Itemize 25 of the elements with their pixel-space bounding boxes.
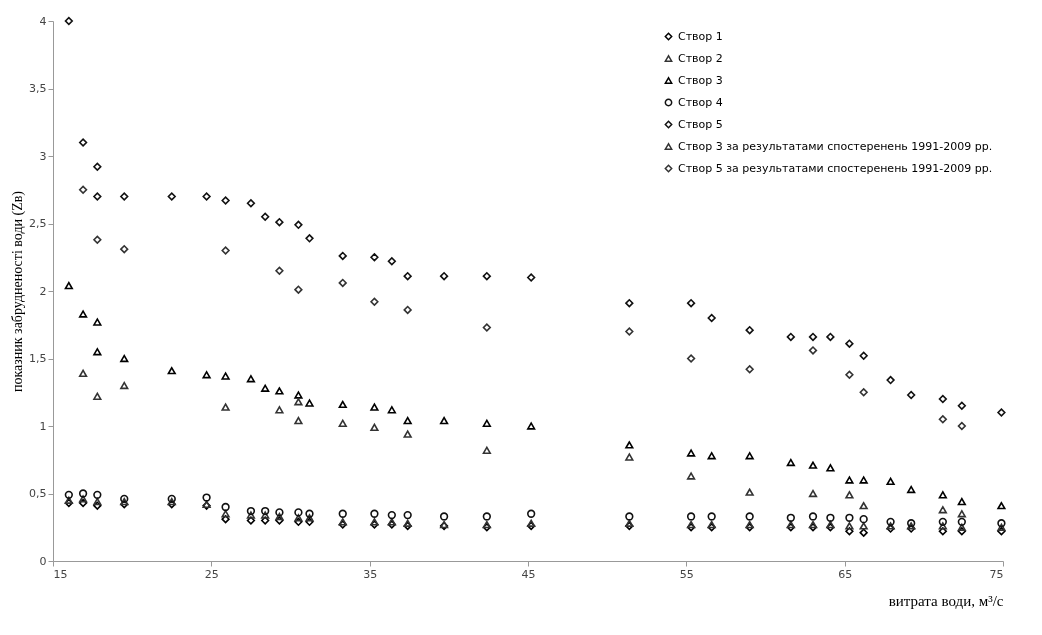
x-tick-label: 15 <box>53 567 68 581</box>
x-tick-label: 25 <box>204 567 219 581</box>
y-tick-label: 2 <box>39 284 47 298</box>
y-tick-label: 0,5 <box>29 487 47 500</box>
y-tick-label: 1,5 <box>29 352 47 365</box>
y-tick-label: 4 <box>39 14 47 28</box>
x-tick-label: 65 <box>838 567 853 581</box>
y-tick-label: 0 <box>39 554 47 568</box>
legend-label: Створ 4 <box>678 95 723 109</box>
x-axis-title: витрата води, м³/с <box>888 592 1004 609</box>
y-tick-label: 3 <box>39 149 47 163</box>
y-tick-label: 2,5 <box>29 217 47 230</box>
legend-label: Створ 3 <box>678 73 723 87</box>
legend-label: Створ 1 <box>678 29 723 43</box>
legend-label: Створ 3 за результатами спостеренень 1991-2009 рр. <box>678 139 993 153</box>
legend-label: Створ 2 <box>678 51 723 65</box>
y-tick-label: 1 <box>39 419 47 433</box>
x-tick-label: 45 <box>521 567 536 581</box>
x-tick-label: 35 <box>363 567 378 581</box>
x-tick-label: 75 <box>989 567 1004 581</box>
legend-label: Створ 5 за результатами спостеренень 1991-2009 рр. <box>678 161 993 175</box>
x-tick-label: 55 <box>679 567 694 581</box>
y-tick-label: 3,5 <box>29 82 47 95</box>
y-axis-title: показник забрудненості води (Zв) <box>10 190 27 393</box>
legend-label: Створ 5 <box>678 117 723 131</box>
